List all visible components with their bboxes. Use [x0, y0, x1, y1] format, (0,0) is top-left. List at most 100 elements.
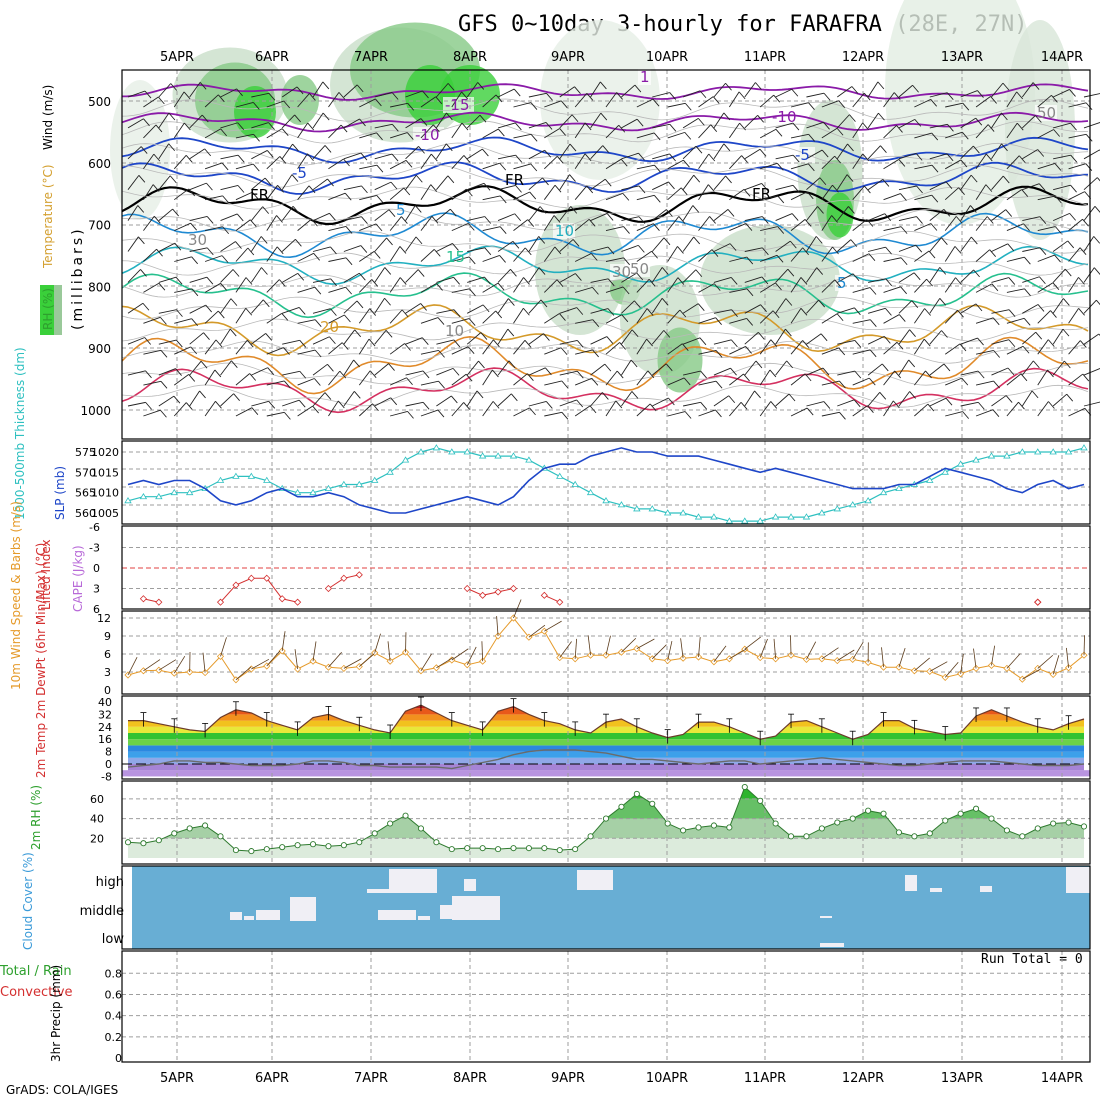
cloud-block	[418, 916, 430, 920]
wind-barb-flag	[755, 82, 762, 90]
wind-barb	[405, 269, 419, 283]
thickness-series-marker	[1003, 452, 1011, 459]
wind-barb-flag	[576, 370, 584, 379]
wind-speed-series-marker	[664, 657, 672, 665]
wind-barb	[513, 277, 524, 293]
thickness-tick-label: 560	[75, 507, 96, 520]
wind-barb-flag	[647, 370, 655, 379]
wind-barb-flag	[615, 400, 623, 409]
wind-barb-flag	[191, 288, 199, 297]
wind-barb	[1006, 317, 1025, 324]
dewpoint-series	[127, 749, 1085, 770]
wind-barb	[590, 81, 601, 98]
wind-barb-flag	[947, 123, 954, 132]
wind-10m-barb	[698, 637, 701, 658]
wind-barb	[744, 390, 755, 407]
wind-barb	[806, 401, 825, 407]
wind-barb-flag	[823, 401, 831, 409]
wind-barb	[482, 94, 497, 108]
wind-barb-flag	[1016, 91, 1023, 100]
rh-series-marker	[279, 844, 286, 851]
wind-barb-flag	[927, 403, 935, 412]
wind-barb-flag	[759, 149, 767, 157]
wind-barb	[497, 213, 515, 222]
wind-barb-flag	[634, 84, 642, 93]
wind-barb-flag	[339, 370, 347, 379]
rh-legend-swatch	[54, 285, 62, 335]
rh-series-marker	[633, 790, 640, 797]
wind-barb-flag	[634, 300, 641, 309]
thickness-series-marker	[293, 488, 302, 496]
wind-barb	[205, 195, 223, 201]
wind-barb-flag	[559, 313, 566, 321]
pressure-tick-label: 900	[88, 342, 111, 356]
wind-barb	[636, 194, 655, 201]
wind-barb-flag	[469, 288, 476, 297]
wind-barb	[189, 215, 208, 222]
wind-barb	[945, 377, 962, 386]
wind-barb	[544, 347, 562, 355]
wind-barb-flag	[619, 342, 626, 350]
wind-barb	[173, 155, 187, 170]
wind-barb-flag	[142, 302, 150, 311]
wind-barb-flag	[808, 102, 815, 110]
wind-barb	[251, 122, 269, 129]
wind-barb	[143, 215, 155, 231]
wind-barb	[759, 282, 776, 293]
wind-10m-barb	[806, 641, 817, 660]
wind-barb-flag	[586, 93, 594, 101]
contour-label: 50	[630, 260, 649, 278]
li-series-marker	[139, 595, 147, 603]
temp-contour	[121, 212, 1089, 259]
cloud-axis-label: Cloud Cover (%)	[21, 852, 35, 950]
wind-barb-flag	[740, 402, 748, 410]
thickness-series-marker	[648, 505, 656, 512]
wind-barb-flag	[882, 179, 890, 187]
wind-barb	[528, 92, 547, 98]
wind-barb-flag	[757, 332, 765, 340]
wind-barb-flag	[679, 309, 687, 318]
wind-barb-flag	[482, 148, 489, 157]
wind-barb	[929, 123, 948, 129]
contour-label: -15	[445, 96, 470, 114]
wind-speed-series-marker	[1049, 670, 1057, 678]
wind-barb-flag	[236, 88, 243, 97]
wind-barb-flag	[575, 273, 582, 281]
wind-barb-flag	[467, 346, 475, 354]
wind-barb	[420, 349, 439, 355]
wind-barb	[1053, 184, 1071, 191]
wind-barb	[1068, 163, 1086, 170]
contour-label-bg	[443, 323, 465, 339]
wind-barb	[374, 363, 389, 376]
wind-barb-flag	[878, 112, 885, 121]
wind-barb	[436, 243, 453, 252]
wind-barb-flag	[176, 339, 183, 348]
wind-barb-flag	[707, 184, 715, 192]
contour-label: -5	[795, 146, 810, 164]
wind-barb-flag	[337, 400, 345, 409]
wind-barb-flag	[376, 132, 383, 141]
wind-barb	[729, 223, 747, 232]
wind-barb	[405, 146, 419, 160]
wind-barb	[821, 411, 840, 417]
wind-barb-flag	[137, 205, 145, 213]
wind-barb	[127, 269, 141, 283]
wind-barb	[389, 309, 403, 324]
wind-barb	[127, 205, 139, 221]
wind-barb-flag	[788, 393, 796, 402]
wind-barb	[991, 243, 1008, 252]
wind-barb	[559, 114, 573, 129]
wind-10m-barb	[481, 641, 484, 662]
wind-barb-flag	[975, 117, 983, 126]
wind-speed-series-marker	[309, 657, 317, 665]
wind-barb	[991, 277, 1009, 283]
wind-barb	[482, 255, 500, 262]
wind-barb-flag	[590, 253, 598, 261]
wind-barb-flag	[176, 309, 183, 317]
rh-series-marker	[695, 824, 702, 831]
wind-barb-flag	[638, 245, 645, 253]
wind-barb-flag	[201, 114, 209, 123]
rh-series-marker	[371, 830, 378, 837]
wind-barb	[944, 187, 959, 201]
wind-barb-flag	[939, 267, 947, 275]
